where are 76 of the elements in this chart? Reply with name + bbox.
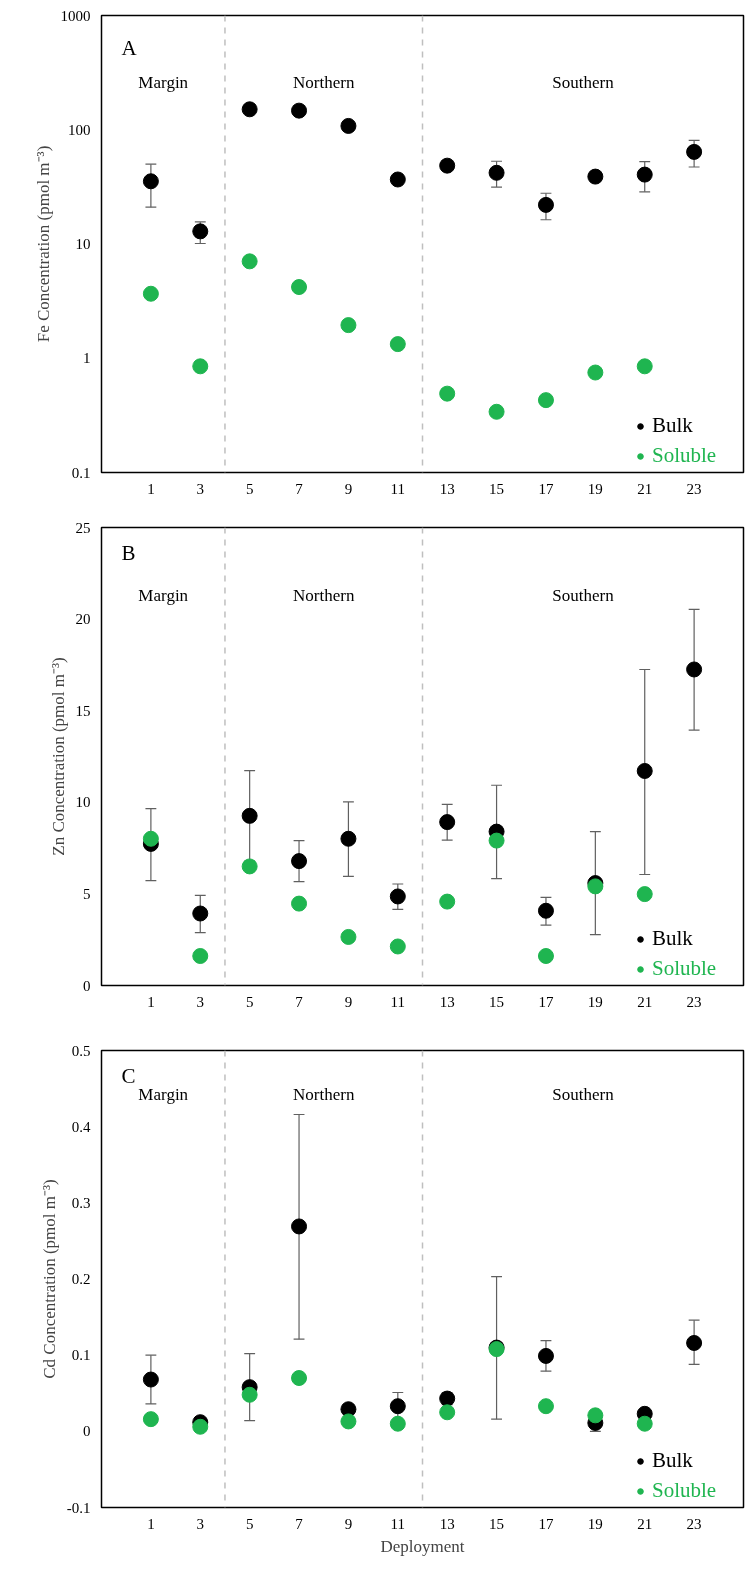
x-tick-label: 1 [147,480,155,497]
y-tick-label: 25 [75,519,91,536]
annotation: Margin [138,73,189,92]
legend-label: Soluble [652,1478,717,1503]
annotation: Northern [293,73,355,92]
x-tick-label: 9 [344,993,353,1010]
x-tick-label: 19 [587,993,603,1010]
y-tick-label: 0 [83,1423,91,1440]
legend-label: Soluble [652,956,717,981]
x-tick-label: 21 [637,993,653,1010]
x-tick-label: 15 [489,480,505,497]
x-tick-label: 17 [538,993,554,1010]
x-tick-label: 13 [439,993,455,1010]
y-tick-label: 0.3 [71,1194,91,1211]
annotation: Southern [552,586,615,605]
x-tick-label: 7 [295,480,304,497]
legend-label: Bulk [652,926,693,951]
y-axis-title: Cd Concentration (pmol m⁻³) [39,1179,59,1379]
y-tick-label: 15 [75,702,91,719]
y-tick-label: 1000 [60,7,91,24]
annotation: A [121,35,138,60]
y-axis-title: Fe Concentration (pmol m⁻³) [33,145,53,343]
y-tick-label: 10 [75,794,91,811]
y-tick-label: 0.1 [71,1347,91,1364]
annotation: Southern [552,1085,615,1104]
x-tick-label: 17 [538,1515,554,1532]
legend-label: Soluble [652,443,717,468]
x-tick-label: 21 [637,480,653,497]
y-tick-label: 1 [83,350,91,367]
x-tick-label: 15 [489,1515,505,1532]
x-tick-label: 11 [390,993,406,1010]
x-tick-label: 13 [439,1515,455,1532]
y-tick-label: 100 [68,121,91,138]
x-tick-label: 9 [344,1515,353,1532]
y-tick-label: 0.2 [71,1271,91,1287]
x-tick-label: 23 [686,993,702,1010]
annotation: B [121,540,136,565]
x-tick-label: 5 [245,993,254,1010]
y-tick-label: 20 [75,611,91,628]
legend-label: Bulk [652,413,693,438]
annotation: C [121,1063,136,1088]
x-tick-label: 1 [147,993,155,1010]
legend-label: Bulk [652,1448,693,1473]
y-tick-label: 0.4 [71,1118,91,1135]
x-tick-label: 7 [295,993,304,1010]
y-tick-label: 10 [75,236,91,252]
annotation: Southern [552,73,615,92]
x-tick-label: 1 [147,1515,155,1532]
x-tick-label: 21 [637,1515,653,1532]
annotation: Northern [293,586,355,605]
y-tick-label: 0.1 [71,464,91,481]
x-tick-label: 19 [587,480,603,497]
y-tick-label: 0.5 [71,1042,91,1059]
x-tick-label: 19 [587,1515,603,1532]
x-tick-label: 11 [390,480,406,497]
x-axis-title: Deployment [380,1536,465,1556]
x-tick-label: 23 [686,1515,702,1532]
x-tick-label: 5 [245,1515,254,1532]
x-tick-label: 17 [538,480,554,497]
x-tick-label: 3 [196,1515,205,1532]
x-tick-label: 5 [245,480,254,497]
y-tick-label: -0.1 [66,1499,91,1516]
x-tick-label: 11 [390,1515,406,1532]
x-tick-label: 13 [439,480,455,497]
x-tick-label: 23 [686,480,702,497]
x-tick-label: 3 [196,480,205,497]
annotation: Northern [293,1085,355,1104]
x-tick-label: 7 [295,1515,304,1532]
x-tick-label: 15 [489,993,505,1010]
annotation: Margin [138,1085,189,1104]
x-tick-label: 9 [344,480,353,497]
y-tick-label: 0 [83,977,91,994]
y-axis-title: Zn Concentration (pmol m⁻³) [48,657,68,856]
y-tick-label: 5 [83,885,91,902]
annotation: Margin [138,586,189,605]
x-tick-label: 3 [196,993,205,1010]
